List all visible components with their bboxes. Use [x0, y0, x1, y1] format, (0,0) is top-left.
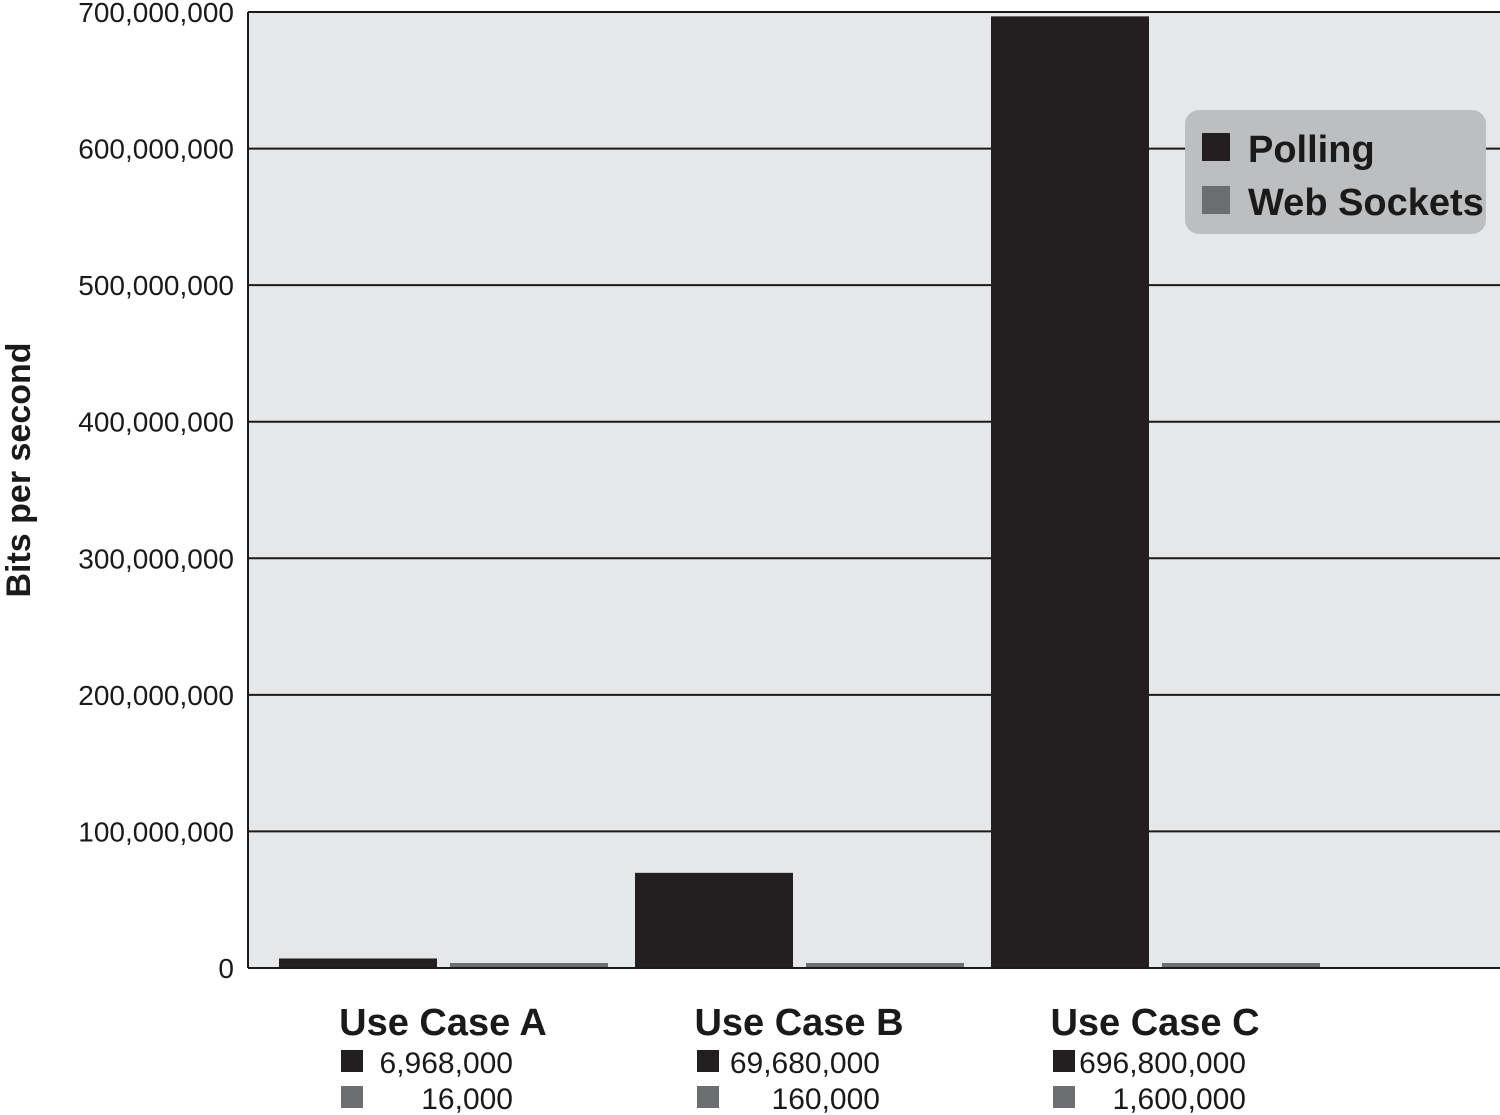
bar-polling-2: [635, 872, 793, 968]
legend-box: [1185, 110, 1486, 234]
data-label: 1,600,000: [1113, 1083, 1246, 1115]
y-tick-label: 400,000,000: [78, 407, 234, 438]
data-label-swatch: [697, 1050, 719, 1072]
legend-swatch: [1202, 186, 1230, 214]
legend-label: Web Sockets: [1248, 182, 1484, 224]
legend-swatch: [1202, 133, 1230, 161]
y-tick-label: 200,000,000: [78, 680, 234, 711]
bar-polling-1: [279, 958, 437, 968]
data-label: 160,000: [772, 1083, 880, 1115]
y-axis-label: Bits per second: [0, 342, 38, 597]
data-label: 696,800,000: [1079, 1047, 1246, 1080]
data-label-swatch: [341, 1050, 363, 1072]
y-tick-label: 100,000,000: [78, 816, 234, 847]
y-tick-label: 600,000,000: [78, 134, 234, 165]
category-label: Use Case B: [694, 1002, 903, 1044]
data-label: 69,680,000: [730, 1047, 880, 1080]
legend-label: Polling: [1248, 129, 1375, 171]
bar-polling-3: [991, 16, 1149, 968]
bars: [279, 16, 1320, 968]
y-tick-labels: 0 100,000,000 200,000,000 300,000,000 400,00…: [78, 0, 234, 984]
category-label: Use Case A: [339, 1002, 547, 1044]
y-tick-label: 0: [218, 953, 234, 984]
y-tick-label: 700,000,000: [78, 0, 234, 28]
data-label-swatch: [697, 1086, 719, 1108]
legend: Polling Web Sockets: [1185, 110, 1486, 234]
data-label-swatch: [341, 1086, 363, 1108]
bar-web-sockets-2: [806, 963, 964, 968]
data-label-swatch: [1053, 1086, 1075, 1108]
y-tick-label: 500,000,000: [78, 270, 234, 301]
data-label: 16,000: [421, 1083, 513, 1115]
y-tick-label: 300,000,000: [78, 543, 234, 574]
category-label: Use Case C: [1050, 1002, 1259, 1044]
bar-web-sockets-3: [1162, 963, 1320, 968]
bar-web-sockets-1: [450, 963, 608, 968]
data-label: 6,968,000: [380, 1047, 513, 1080]
data-label-swatch: [1053, 1050, 1075, 1072]
